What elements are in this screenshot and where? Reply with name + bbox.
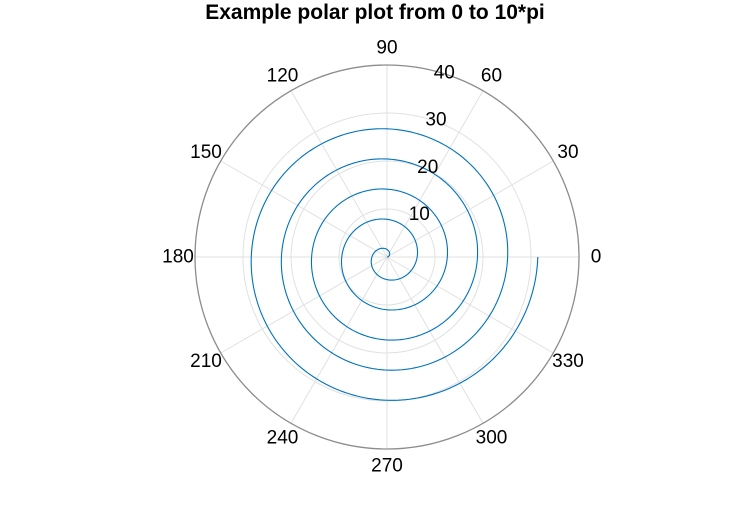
theta-tick-label-0: 0: [591, 247, 602, 268]
theta-grid-spoke-30: [386, 160, 554, 258]
chart-title: Example polar plot from 0 to 10*pi: [205, 1, 545, 24]
r-tick-label-40: 40: [434, 62, 455, 83]
polar-grid: [194, 64, 580, 450]
series-layer: [250, 128, 539, 401]
theta-tick-label-60: 60: [481, 66, 502, 87]
r-tick-label-20: 20: [417, 157, 438, 178]
theta-tick-label-90: 90: [376, 38, 397, 59]
theta-tick-label-240: 240: [267, 428, 299, 449]
theta-grid-spoke-300: [386, 256, 484, 424]
polar-axis-boundary: [194, 64, 580, 450]
theta-tick-label-30: 30: [557, 142, 578, 163]
theta-tick-label-330: 330: [552, 351, 584, 372]
r-tick-label-30: 30: [425, 110, 446, 131]
theta-tick-label-150: 150: [190, 142, 222, 163]
series-line-0: [250, 128, 539, 401]
theta-tick-label-210: 210: [190, 351, 222, 372]
theta-grid-spoke-330: [386, 256, 554, 354]
theta-tick-label-120: 120: [267, 66, 299, 87]
theta-tick-label-180: 180: [162, 247, 194, 268]
tick-labels: 0 30 60 90 120 150 180 210 240 270 300 330 10 20 30 40: [162, 38, 601, 477]
theta-grid-spoke-240: [290, 256, 388, 424]
theta-grid-spoke-120: [290, 90, 388, 258]
theta-tick-label-300: 300: [476, 428, 508, 449]
theta-tick-label-270: 270: [371, 456, 403, 477]
r-tick-label-10: 10: [409, 204, 430, 225]
theta-grid-spoke-210: [220, 256, 388, 354]
theta-grid-spoke-150: [220, 160, 388, 258]
